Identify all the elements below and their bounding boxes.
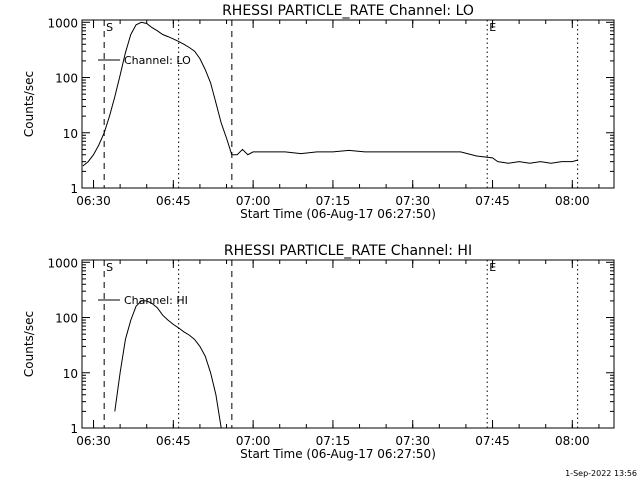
panel-2-y-tick-label-10: 10 [63,367,78,381]
panel-2-series-line-1 [114,300,222,429]
panel-1-marker-label-E: E [489,21,496,34]
panel-2-y-tick-label-1000: 1000 [47,256,78,270]
panel-1-y-tick-label-1: 1 [70,182,78,196]
panel-2-marker-label-S: S [106,261,113,274]
panel-1-y-tick-label-1000: 1000 [47,16,78,30]
panel-1-x-tick-label-07:45: 07:45 [475,194,510,208]
panel-1-y-tick-label-100: 100 [55,72,78,86]
panel-2-x-tick-label-07:30: 07:30 [395,434,430,448]
panel-2-y-tick-label-100: 100 [55,312,78,326]
panel-1-marker-label-S: S [106,21,113,34]
panel-1-legend-label: Channel: LO [124,54,191,67]
panel-2-x-tick-label-06:30: 06:30 [76,434,111,448]
panel-2-marker-label-E: E [489,261,496,274]
panel-1-y-tick-label-10: 10 [63,127,78,141]
panel-1-plot-frame [81,19,615,189]
panel-2-legend-label: Channel: HI [124,294,188,307]
panel-1-series-line-1 [82,21,578,167]
panel-2-chart-title: RHESSI PARTICLE_RATE Channel: HI [224,243,472,259]
panel-2-x-tick-label-06:45: 06:45 [156,434,191,448]
panel-1-x-tick-label-06:45: 06:45 [156,194,191,208]
panel-1-x-tick-label-07:30: 07:30 [395,194,430,208]
panel-2-x-tick-label-07:15: 07:15 [316,434,351,448]
panel-1-x-tick-label-07:15: 07:15 [316,194,351,208]
panel-1-x-axis-label: Start Time (06-Aug-17 06:27:50) [240,207,436,221]
panel-2-x-tick-label-08:00: 08:00 [555,434,590,448]
panel-1-chart-title: RHESSI PARTICLE_RATE Channel: LO [222,3,474,19]
panel-2-x-tick-label-07:45: 07:45 [475,434,510,448]
panel-2-y-tick-label-1: 1 [70,422,78,436]
panel-2-x-axis-label: Start Time (06-Aug-17 06:27:50) [240,447,436,461]
panel-1-y-axis-label: Counts/sec [22,71,36,137]
panel-1-x-tick-label-06:30: 06:30 [76,194,111,208]
panel-1-x-tick-label-07:00: 07:00 [236,194,271,208]
panel-2-x-tick-label-07:00: 07:00 [236,434,271,448]
panel-2-plot-frame [81,259,615,429]
footer-timestamp: 1-Sep-2022 13:56 [565,469,637,478]
panel-2-y-axis-label: Counts/sec [22,311,36,377]
panel-1-x-tick-label-08:00: 08:00 [555,194,590,208]
